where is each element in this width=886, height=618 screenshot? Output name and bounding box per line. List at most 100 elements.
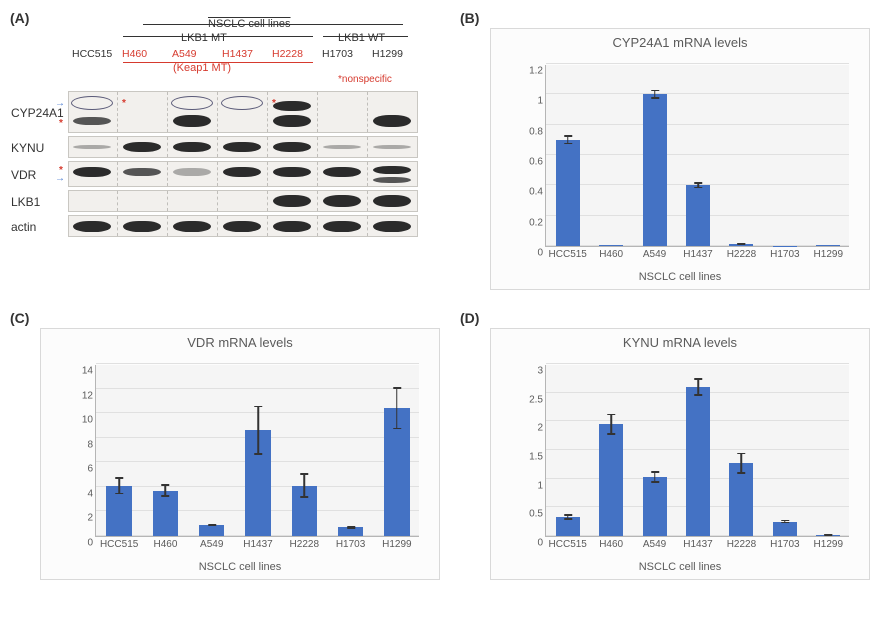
blot-row-vdr: VDR*→: [68, 161, 418, 187]
error-bar: [654, 90, 656, 99]
lane-label: H1299: [372, 48, 403, 60]
xtick: A549: [643, 249, 666, 260]
band: [223, 221, 261, 232]
xtick: H460: [153, 539, 177, 550]
bar: [338, 527, 363, 536]
blot-row-cyp24a1: CYP24A1***→: [68, 91, 418, 133]
bar: [153, 491, 178, 536]
band: [273, 195, 311, 207]
ytick: 2: [79, 513, 93, 524]
blot-header: NSCLC cell lines LKB1 MT LKB1 WT (Keap1 …: [68, 18, 428, 88]
blot-row-kynu: KYNU: [68, 136, 418, 158]
band: [373, 195, 411, 207]
bar: [729, 463, 753, 536]
panel-b-label: (B): [460, 10, 479, 26]
bar: [773, 246, 797, 247]
band: [373, 177, 411, 183]
bar: [686, 387, 710, 536]
error-bar: [610, 414, 612, 435]
lane-label: A549: [172, 48, 197, 60]
band: [73, 167, 111, 177]
panel-c-label: (C): [10, 310, 29, 326]
bar: [686, 185, 710, 246]
asterisk: *: [122, 98, 126, 109]
band: [173, 115, 211, 127]
ytick: 1: [529, 480, 543, 491]
xtick: H2228: [290, 539, 319, 550]
bar: [643, 94, 667, 246]
panel-a-label: (A): [10, 10, 29, 26]
band: [273, 221, 311, 232]
error-bar: [828, 534, 830, 535]
xtick: H1437: [683, 249, 712, 260]
band: [273, 115, 311, 127]
bar: [599, 424, 623, 536]
asterisk: *: [59, 118, 63, 129]
bar: [556, 140, 580, 246]
chart-c: VDR mRNA levels Relative mRNA levles HCC…: [40, 328, 440, 580]
blot-row-lkb1: LKB1: [68, 190, 418, 212]
error-bar: [741, 453, 743, 474]
panel-d: (D) KYNU mRNA levels Relative mRNA levle…: [460, 310, 880, 590]
band: [273, 167, 311, 177]
chart-b-title: CYP24A1 mRNA levels: [491, 29, 869, 50]
protein-label: KYNU: [11, 141, 44, 155]
chart-d: KYNU mRNA levels Relative mRNA levles HC…: [490, 328, 870, 580]
ytick: 3: [529, 366, 543, 377]
error-bar: [118, 477, 120, 494]
band: [173, 168, 211, 176]
ytick: 0: [529, 538, 543, 549]
circle-annotation: [71, 96, 113, 110]
band: [373, 115, 411, 127]
chart-d-xlabel: NSCLC cell lines: [491, 561, 869, 573]
ytick: 0.4: [529, 187, 543, 198]
error-bar: [654, 471, 656, 482]
xtick: H2228: [727, 539, 756, 550]
xtick: H1437: [243, 539, 272, 550]
xtick: A549: [643, 539, 666, 550]
error-bar: [396, 387, 398, 429]
xtick: H1703: [770, 249, 799, 260]
error-bar: [567, 135, 569, 144]
error-bar: [741, 243, 743, 245]
xtick: H1703: [336, 539, 365, 550]
ytick: 2.5: [529, 394, 543, 405]
lane-label: H1703: [322, 48, 353, 60]
ytick: 0.2: [529, 217, 543, 228]
band: [323, 221, 361, 232]
band: [273, 101, 311, 111]
panel-a: (A) NSCLC cell lines LKB1 MT LKB1 WT (Ke…: [10, 10, 450, 300]
error-bar: [211, 524, 213, 526]
band: [123, 168, 161, 176]
group-mt: LKB1 MT: [181, 32, 227, 44]
bar: [816, 245, 840, 246]
error-bar: [165, 484, 167, 496]
ytick: 0.5: [529, 509, 543, 520]
error-bar: [697, 182, 699, 188]
xtick: A549: [200, 539, 223, 550]
xtick: H460: [599, 539, 623, 550]
xtick: H1703: [770, 539, 799, 550]
band: [173, 221, 211, 232]
ytick: 0: [529, 248, 543, 259]
band: [373, 221, 411, 232]
ytick: 2: [529, 423, 543, 434]
error-bar: [784, 520, 786, 523]
band: [123, 221, 161, 232]
blot-row-actin: actin: [68, 215, 418, 237]
ytick: 1: [529, 96, 543, 107]
chart-c-xlabel: NSCLC cell lines: [41, 561, 439, 573]
band: [373, 145, 411, 149]
lane-label: H2228: [272, 48, 303, 60]
band: [323, 167, 361, 177]
ytick: 10: [79, 415, 93, 426]
group-wt: LKB1 WT: [338, 32, 385, 44]
xtick: H1299: [814, 539, 843, 550]
band: [73, 221, 111, 232]
panel-d-label: (D): [460, 310, 479, 326]
xtick: HCC515: [549, 539, 587, 550]
error-bar: [304, 473, 306, 498]
circle-annotation: [171, 96, 213, 110]
protein-label: LKB1: [11, 195, 40, 209]
band: [223, 142, 261, 152]
